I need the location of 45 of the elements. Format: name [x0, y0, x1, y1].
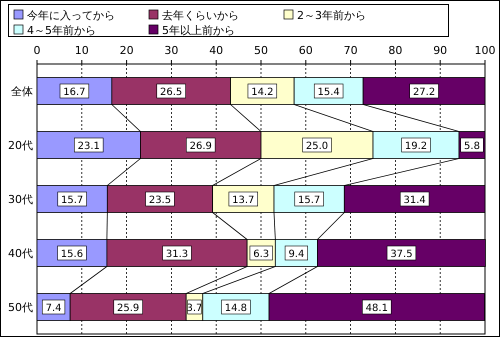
- data-label: 26.5: [160, 87, 182, 98]
- x-tick-label: 60: [298, 44, 313, 57]
- y-tick-label: 40代: [8, 247, 33, 260]
- data-label: 6.3: [253, 249, 270, 260]
- x-tick-label: 100: [474, 44, 496, 57]
- legend-label: 5年以上前から: [162, 24, 235, 37]
- y-tick-label: 50代: [8, 301, 33, 314]
- data-label: 25.0: [306, 141, 328, 152]
- x-tick-label: 0: [34, 44, 40, 57]
- x-tick-label: 70: [344, 44, 358, 57]
- data-label: 26.9: [190, 141, 212, 152]
- legend-label: 今年に入ってから: [27, 9, 115, 22]
- data-label: 16.7: [63, 87, 86, 98]
- data-label: 15.7: [61, 195, 84, 206]
- data-label: 15.7: [298, 195, 320, 206]
- data-label: 15.4: [318, 87, 340, 98]
- x-tick-label: 30: [164, 44, 178, 57]
- data-label: 9.4: [288, 249, 304, 260]
- y-tick-label: 全体: [11, 85, 33, 98]
- data-label: 23.1: [78, 141, 100, 152]
- data-label: 48.1: [366, 303, 388, 314]
- x-tick-label: 20: [120, 44, 134, 57]
- y-tick-label: 30代: [8, 193, 33, 206]
- legend-label: 去年くらいから: [162, 9, 239, 22]
- data-label: 25.9: [117, 303, 140, 314]
- data-label: 19.2: [404, 141, 428, 152]
- data-label: 5.8: [464, 141, 480, 152]
- legend-label: 2～3年前から: [297, 9, 366, 22]
- data-label: 31.4: [404, 195, 426, 206]
- legend-label: 4～5年前から: [27, 24, 96, 37]
- data-label: 7.4: [46, 303, 62, 314]
- data-label: 14.2: [251, 87, 274, 98]
- data-label: 37.5: [390, 249, 413, 260]
- x-tick-label: 40: [209, 44, 224, 57]
- data-label: 14.8: [224, 303, 248, 314]
- x-tick-label: 10: [74, 44, 89, 57]
- y-tick-label: 20代: [8, 139, 33, 152]
- x-tick-label: 50: [254, 44, 268, 57]
- x-tick-label: 80: [388, 44, 402, 57]
- data-label: 31.3: [166, 249, 188, 260]
- data-label: 13.7: [232, 195, 254, 206]
- x-tick-label: 90: [433, 44, 448, 57]
- data-label: 27.2: [412, 87, 436, 98]
- data-label: 23.5: [148, 195, 172, 206]
- data-label: 15.6: [60, 249, 84, 260]
